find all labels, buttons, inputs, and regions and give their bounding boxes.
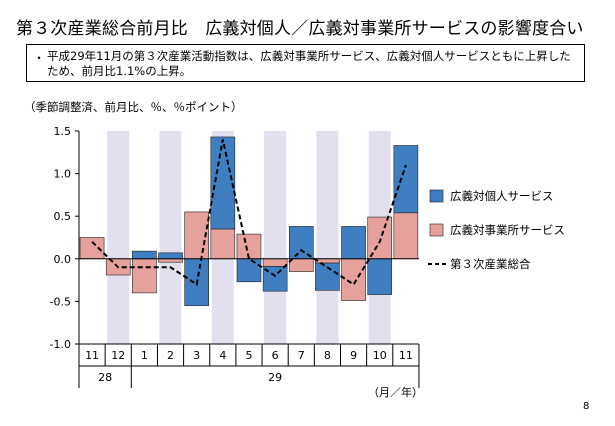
legend-swatch	[429, 223, 444, 237]
bar	[132, 258, 157, 294]
x-tick-label: 11	[399, 349, 413, 362]
legend-label: 広義対個人サービス	[450, 189, 554, 203]
y-tick-label: 0.0	[54, 253, 72, 266]
x-tick-label: 8	[324, 349, 331, 362]
bar	[367, 216, 393, 260]
x-tick-label: 3	[193, 349, 200, 362]
x-tick-label: 2	[167, 349, 174, 362]
x-tick-label: 1	[141, 349, 148, 362]
x-unit-label: （月／年）	[368, 385, 423, 399]
y-tick-label: 1.0	[54, 168, 72, 181]
bar	[288, 226, 314, 260]
page-number: 8	[583, 401, 590, 412]
x-tick-label: 12	[111, 349, 125, 362]
year-label: 28	[98, 371, 112, 384]
bar	[315, 258, 340, 264]
page-title: 第３次産業総合前月比 広義対個人／広義対事業所サービスの影響度合い	[16, 19, 584, 39]
y-tick-label: 1.5	[54, 125, 72, 138]
bar	[158, 252, 183, 260]
shaded-column	[159, 131, 182, 344]
shaded-column	[264, 131, 287, 344]
shaded-column	[316, 131, 339, 344]
x-tick-label: 7	[298, 349, 305, 362]
bar	[393, 145, 419, 214]
legend-label: 広義対事業所サービス	[450, 223, 565, 237]
y-tick-label: -0.5	[50, 295, 71, 308]
x-tick-label: 4	[219, 349, 226, 362]
bar	[210, 136, 236, 230]
bar	[341, 226, 366, 260]
unit-note: （季節調整済、前月比、％、％ポイント）	[24, 100, 243, 114]
summary-note-box: ・ 平成29年11月の第３次産業活動指数は、広義対事業所サービス、広義対個人サー…	[26, 44, 585, 82]
bar	[341, 258, 366, 301]
note-bullet: ・	[33, 51, 46, 65]
bar	[393, 212, 419, 260]
bar	[367, 258, 393, 295]
legend-swatch	[429, 189, 444, 203]
y-tick-label: -1.0	[50, 338, 71, 351]
x-tick-label: 9	[350, 349, 357, 362]
x-tick-label: 10	[373, 349, 387, 362]
shaded-column	[107, 131, 130, 344]
bar	[132, 250, 157, 260]
bar	[288, 258, 314, 272]
bar	[236, 258, 262, 283]
year-label: 29	[268, 371, 282, 384]
x-tick-label: 5	[245, 349, 252, 362]
bar	[262, 258, 288, 267]
bar	[79, 237, 105, 260]
y-tick-label: 0.5	[54, 210, 72, 223]
x-tick-label: 11	[85, 349, 99, 362]
summary-note-text: 平成29年11月の第３次産業活動指数は、広義対事業所サービス、広義対個人サービス…	[47, 49, 571, 78]
legend-label: 第３次産業総合	[450, 257, 531, 271]
bar	[210, 228, 236, 260]
x-tick-label: 6	[272, 349, 279, 362]
bar	[158, 258, 183, 263]
